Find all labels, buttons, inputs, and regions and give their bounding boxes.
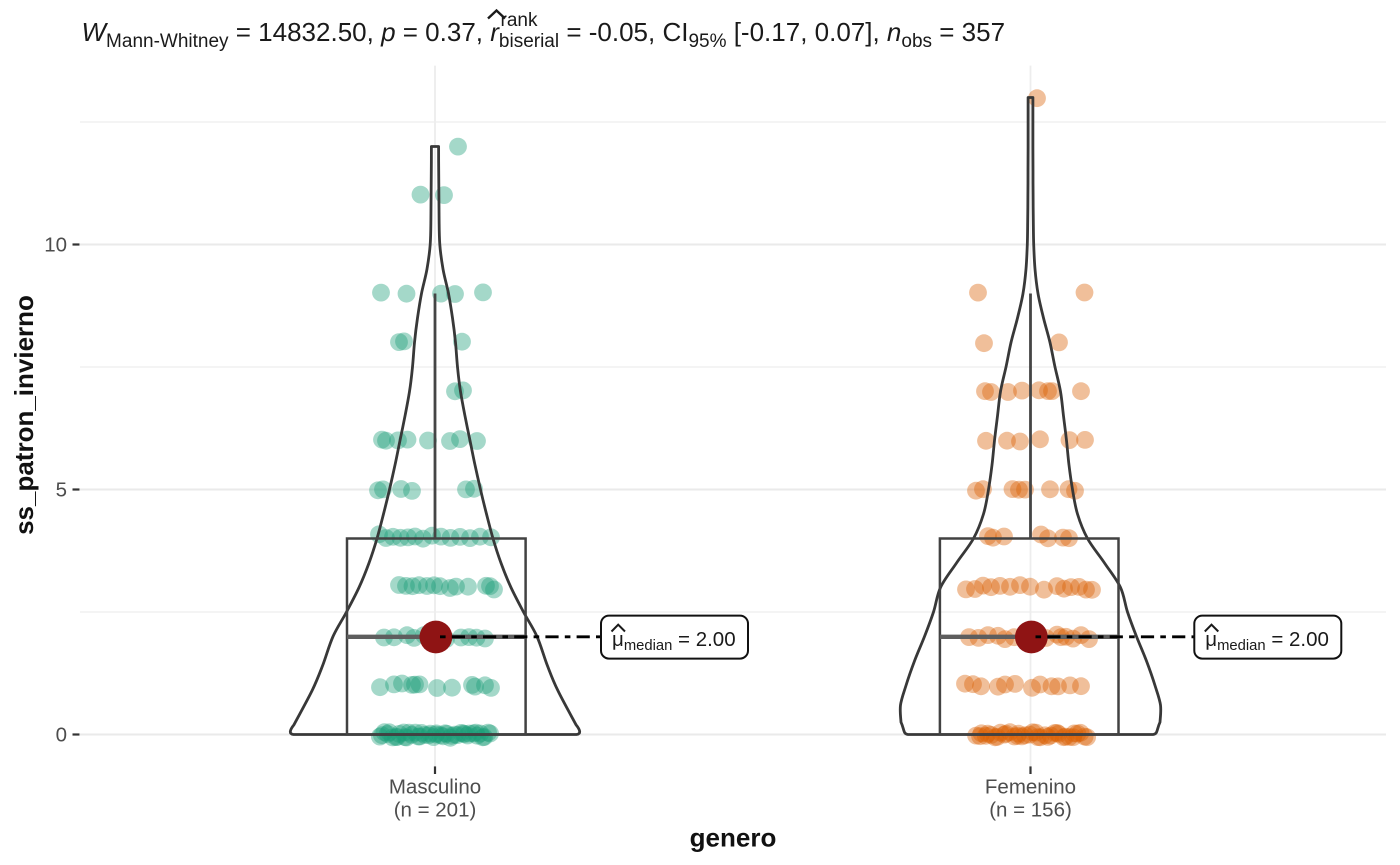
svg-text:(n = 201): (n = 201) — [394, 799, 477, 822]
svg-text:5: 5 — [56, 479, 67, 502]
svg-text:genero: genero — [690, 823, 777, 853]
svg-text:Masculino: Masculino — [389, 776, 481, 799]
svg-text:ss_patron_invierno: ss_patron_invierno — [9, 295, 39, 535]
svg-text:rank: rank — [501, 10, 538, 31]
svg-text:WMann-Whitney = 14832.50, p =: WMann-Whitney = 14832.50, p = 0.37, rbis… — [82, 17, 1006, 52]
svg-text:Femenino: Femenino — [985, 776, 1076, 799]
svg-text:(n = 156): (n = 156) — [989, 799, 1072, 822]
svg-text:10: 10 — [44, 234, 67, 257]
svg-text:0: 0 — [56, 724, 67, 747]
